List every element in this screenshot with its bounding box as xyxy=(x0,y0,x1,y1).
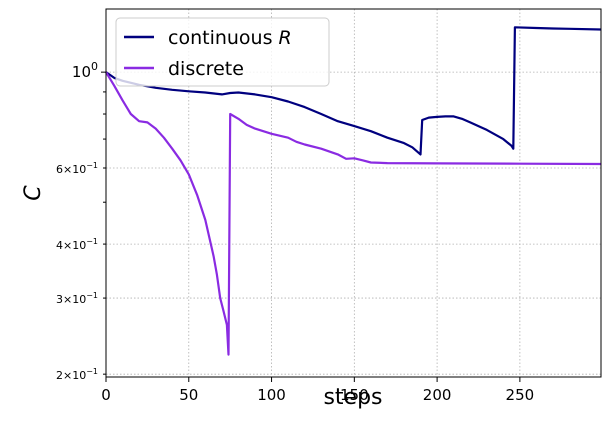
legend-box xyxy=(115,17,330,87)
y-tick-label: 3×10−1 xyxy=(56,291,98,306)
x-tick-label: 200 xyxy=(423,386,452,404)
x-axis-label: steps xyxy=(323,385,382,410)
series-line-discrete xyxy=(105,71,602,356)
x-tick-label: 0 xyxy=(101,386,111,404)
y-tick-label: 2×10−1 xyxy=(56,367,98,382)
plot-frame xyxy=(105,8,602,378)
legend: continuous R discrete xyxy=(115,17,330,87)
series-layer xyxy=(105,26,602,356)
series-line-continuous xyxy=(105,26,602,156)
x-tick-label: 250 xyxy=(506,386,535,404)
y-axis-ticks: 100 6×10−1 4×10−1 3×10−1 2×10−1 xyxy=(56,60,106,382)
legend-label-continuous: continuous R xyxy=(168,27,292,49)
x-tick-label: 100 xyxy=(257,386,286,404)
x-axis-ticks: 0 50 100 150 200 250 xyxy=(101,377,534,404)
y-tick-label: 100 xyxy=(72,60,98,81)
x-tick-label: 50 xyxy=(179,386,198,404)
y-tick-label: 4×10−1 xyxy=(56,237,98,252)
y-axis-label: C xyxy=(21,185,46,201)
legend-label-discrete: discrete xyxy=(168,58,244,80)
x-tick-label: 150 xyxy=(340,386,369,404)
y-tick-label: 6×10−1 xyxy=(56,161,98,176)
